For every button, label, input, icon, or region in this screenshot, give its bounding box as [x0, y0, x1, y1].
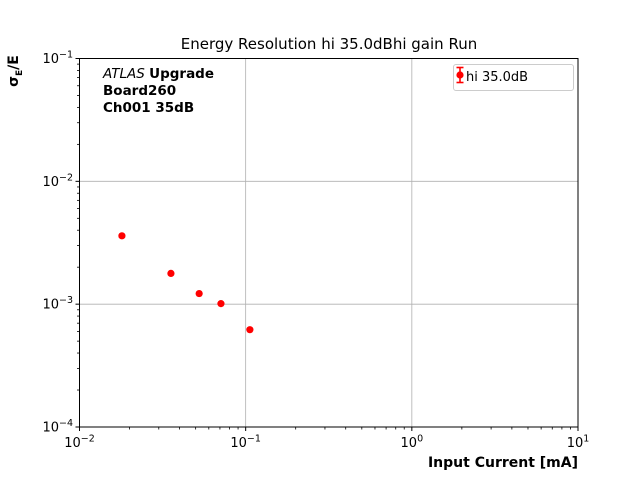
- data-point: [246, 326, 254, 334]
- y-tick-label: 10−2: [42, 172, 73, 190]
- y-tick-label: 10−3: [42, 295, 73, 313]
- errorbar-marker-icon: [456, 66, 464, 84]
- legend-box: hi 35.0dB: [453, 64, 574, 91]
- annotation-board: Board260: [103, 83, 177, 99]
- y-tick-label: 10−4: [42, 418, 73, 436]
- annotation-channel: Ch001 35dB: [103, 100, 195, 116]
- x-tick-label: 10−2: [64, 434, 95, 452]
- ylabel-sigma: σ: [6, 75, 22, 87]
- ylabel-rest: /E: [6, 55, 22, 70]
- axes-spines: [79, 58, 579, 428]
- data-point: [195, 289, 203, 298]
- ylabel-subscript: E: [14, 69, 25, 76]
- data-point: [217, 300, 225, 308]
- y-tick-label: 10−1: [42, 50, 73, 68]
- chart-title: Energy Resolution hi 35.0dBhi gain Run: [180, 35, 478, 53]
- atlas-annotation: ATLAS Upgrade Board260 Ch001 35dB: [103, 66, 214, 117]
- x-axis-label: Input Current [mA]: [427, 455, 578, 471]
- x-tick-label: 101: [567, 434, 590, 452]
- program-name: Upgrade: [149, 66, 215, 82]
- experiment-name: ATLAS: [103, 66, 145, 82]
- legend-label: hi 35.0dB: [466, 70, 529, 85]
- data-point: [167, 269, 175, 278]
- y-axis-label: σE/E: [6, 48, 25, 94]
- data-point: [118, 232, 126, 240]
- x-tick-label: 100: [401, 434, 424, 452]
- annotation-line-1: ATLAS Upgrade: [103, 66, 214, 83]
- x-tick-label: 10−1: [230, 434, 261, 452]
